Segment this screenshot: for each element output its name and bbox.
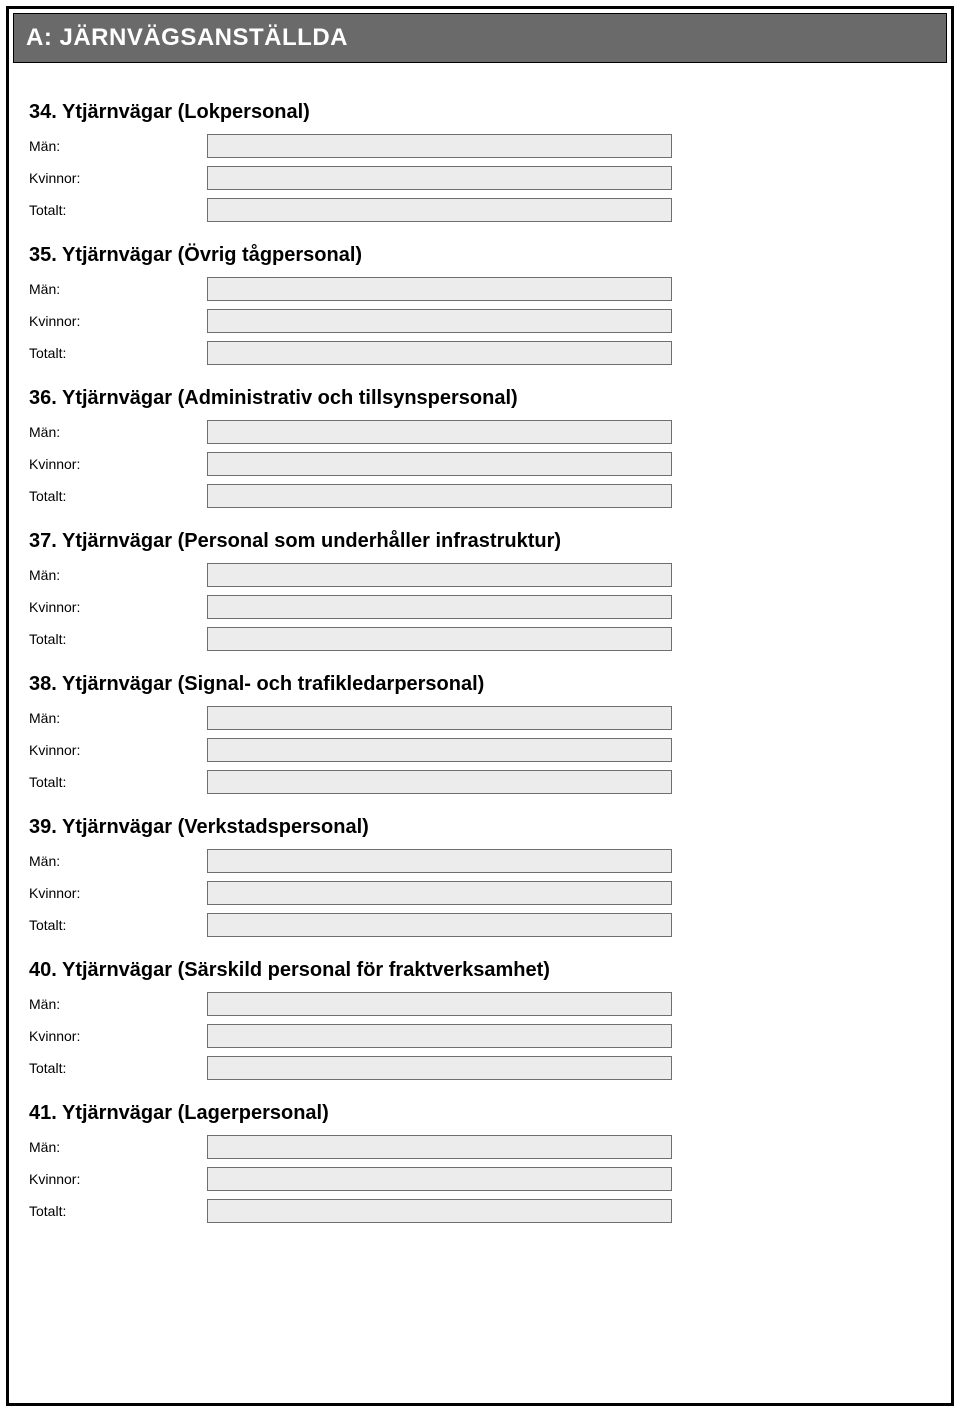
input-total[interactable]: [207, 770, 672, 794]
label-total: Totalt:: [29, 1203, 207, 1219]
section-38: 38. Ytjärnvägar (Signal- och trafikledar…: [29, 673, 931, 794]
label-women: Kvinnor:: [29, 885, 207, 901]
input-men[interactable]: [207, 706, 672, 730]
section-title: 38. Ytjärnvägar (Signal- och trafikledar…: [29, 673, 931, 696]
label-men: Män:: [29, 281, 207, 297]
row-men: Män:: [29, 849, 931, 873]
label-total: Totalt:: [29, 345, 207, 361]
label-women: Kvinnor:: [29, 599, 207, 615]
row-women: Kvinnor:: [29, 1167, 931, 1191]
input-women[interactable]: [207, 881, 672, 905]
row-men: Män:: [29, 134, 931, 158]
row-total: Totalt:: [29, 770, 931, 794]
label-total: Totalt:: [29, 917, 207, 933]
row-total: Totalt:: [29, 1199, 931, 1223]
row-women: Kvinnor:: [29, 595, 931, 619]
section-title: 36. Ytjärnvägar (Administrativ och tills…: [29, 387, 931, 410]
label-men: Män:: [29, 710, 207, 726]
section-title: 39. Ytjärnvägar (Verkstadspersonal): [29, 816, 931, 839]
section-title: 41. Ytjärnvägar (Lagerpersonal): [29, 1102, 931, 1125]
row-men: Män:: [29, 1135, 931, 1159]
input-women[interactable]: [207, 309, 672, 333]
row-total: Totalt:: [29, 627, 931, 651]
row-women: Kvinnor:: [29, 738, 931, 762]
label-women: Kvinnor:: [29, 742, 207, 758]
row-women: Kvinnor:: [29, 309, 931, 333]
label-total: Totalt:: [29, 1060, 207, 1076]
input-women[interactable]: [207, 595, 672, 619]
row-women: Kvinnor:: [29, 166, 931, 190]
row-total: Totalt:: [29, 341, 931, 365]
label-men: Män:: [29, 138, 207, 154]
label-women: Kvinnor:: [29, 1028, 207, 1044]
section-39: 39. Ytjärnvägar (Verkstadspersonal) Män:…: [29, 816, 931, 937]
input-men[interactable]: [207, 420, 672, 444]
row-women: Kvinnor:: [29, 1024, 931, 1048]
label-men: Män:: [29, 424, 207, 440]
input-women[interactable]: [207, 1167, 672, 1191]
label-women: Kvinnor:: [29, 313, 207, 329]
label-men: Män:: [29, 1139, 207, 1155]
input-men[interactable]: [207, 563, 672, 587]
input-total[interactable]: [207, 341, 672, 365]
section-title: 37. Ytjärnvägar (Personal som underhålle…: [29, 530, 931, 553]
label-total: Totalt:: [29, 774, 207, 790]
row-women: Kvinnor:: [29, 452, 931, 476]
row-total: Totalt:: [29, 198, 931, 222]
input-men[interactable]: [207, 849, 672, 873]
label-women: Kvinnor:: [29, 170, 207, 186]
row-total: Totalt:: [29, 913, 931, 937]
row-men: Män:: [29, 277, 931, 301]
form-container: A: JÄRNVÄGSANSTÄLLDA 34. Ytjärnvägar (Lo…: [6, 6, 954, 1406]
label-men: Män:: [29, 853, 207, 869]
form-content: 34. Ytjärnvägar (Lokpersonal) Män: Kvinn…: [9, 67, 951, 1251]
row-men: Män:: [29, 420, 931, 444]
section-title: 34. Ytjärnvägar (Lokpersonal): [29, 101, 931, 124]
input-total[interactable]: [207, 1199, 672, 1223]
input-men[interactable]: [207, 134, 672, 158]
section-title: 35. Ytjärnvägar (Övrig tågpersonal): [29, 244, 931, 267]
input-women[interactable]: [207, 452, 672, 476]
section-36: 36. Ytjärnvägar (Administrativ och tills…: [29, 387, 931, 508]
input-total[interactable]: [207, 484, 672, 508]
section-title: 40. Ytjärnvägar (Särskild personal för f…: [29, 959, 931, 982]
row-men: Män:: [29, 563, 931, 587]
row-total: Totalt:: [29, 484, 931, 508]
section-34: 34. Ytjärnvägar (Lokpersonal) Män: Kvinn…: [29, 101, 931, 222]
label-women: Kvinnor:: [29, 1171, 207, 1187]
row-men: Män:: [29, 706, 931, 730]
section-40: 40. Ytjärnvägar (Särskild personal för f…: [29, 959, 931, 1080]
input-men[interactable]: [207, 992, 672, 1016]
section-37: 37. Ytjärnvägar (Personal som underhålle…: [29, 530, 931, 651]
input-women[interactable]: [207, 1024, 672, 1048]
section-35: 35. Ytjärnvägar (Övrig tågpersonal) Män:…: [29, 244, 931, 365]
form-header-title: A: JÄRNVÄGSANSTÄLLDA: [26, 24, 934, 52]
row-total: Totalt:: [29, 1056, 931, 1080]
label-total: Totalt:: [29, 202, 207, 218]
row-women: Kvinnor:: [29, 881, 931, 905]
input-women[interactable]: [207, 738, 672, 762]
input-total[interactable]: [207, 627, 672, 651]
input-total[interactable]: [207, 913, 672, 937]
input-women[interactable]: [207, 166, 672, 190]
input-total[interactable]: [207, 198, 672, 222]
label-total: Totalt:: [29, 488, 207, 504]
input-men[interactable]: [207, 1135, 672, 1159]
row-men: Män:: [29, 992, 931, 1016]
label-total: Totalt:: [29, 631, 207, 647]
section-41: 41. Ytjärnvägar (Lagerpersonal) Män: Kvi…: [29, 1102, 931, 1223]
input-total[interactable]: [207, 1056, 672, 1080]
label-men: Män:: [29, 996, 207, 1012]
form-header: A: JÄRNVÄGSANSTÄLLDA: [13, 13, 947, 63]
input-men[interactable]: [207, 277, 672, 301]
label-women: Kvinnor:: [29, 456, 207, 472]
label-men: Män:: [29, 567, 207, 583]
